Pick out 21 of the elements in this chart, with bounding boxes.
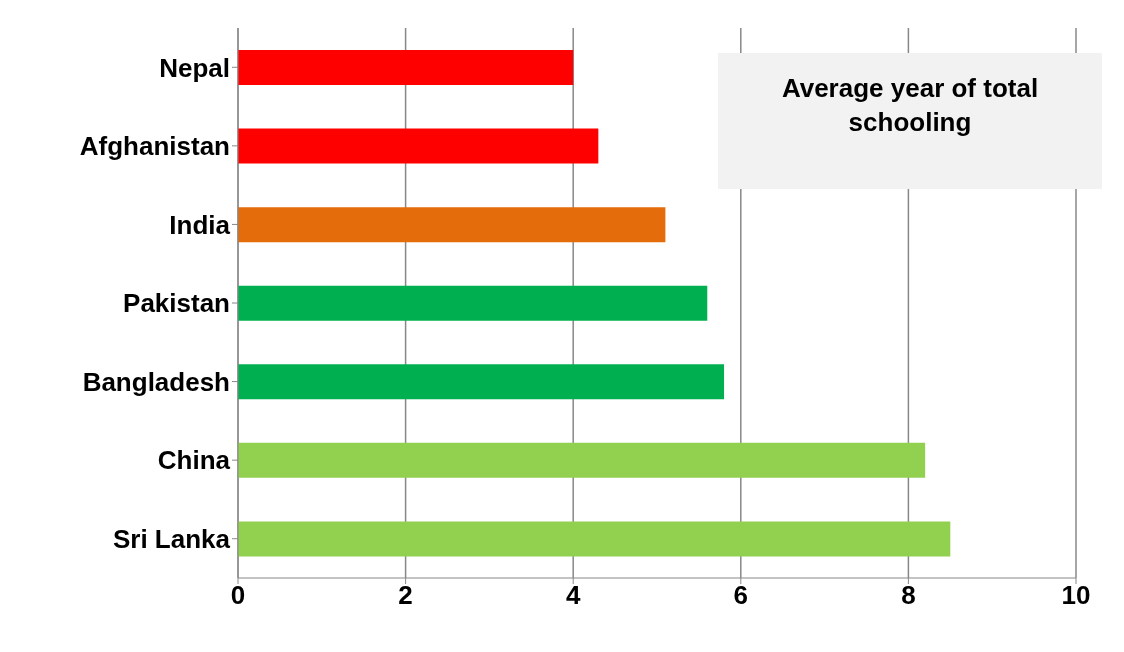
- x-tick-label: 6: [733, 580, 749, 611]
- y-tick-label: India: [169, 209, 231, 240]
- bar: [238, 285, 708, 321]
- bar: [238, 521, 951, 557]
- x-tick-label: 0: [230, 580, 246, 611]
- x-tick-label: 4: [565, 580, 581, 611]
- y-tick-label: Pakistan: [123, 288, 230, 319]
- bar: [238, 364, 725, 400]
- bar: [238, 442, 926, 478]
- bar: [238, 128, 599, 164]
- text: Average year of total schooling: [780, 72, 1040, 139]
- x-tick-label: 8: [901, 580, 916, 611]
- y-tick-label: Afghanistan: [79, 131, 230, 162]
- x-tick-label: 2: [398, 580, 413, 611]
- bar: [238, 50, 574, 85]
- y-tick-label: China: [157, 445, 231, 476]
- y-tick-label: Nepal: [159, 52, 230, 83]
- y-tick-label: Bangladesh: [82, 366, 230, 397]
- bar: [238, 207, 666, 243]
- y-tick-label: Sri Lanka: [112, 523, 231, 554]
- x-tick-label: 10: [1061, 580, 1091, 611]
